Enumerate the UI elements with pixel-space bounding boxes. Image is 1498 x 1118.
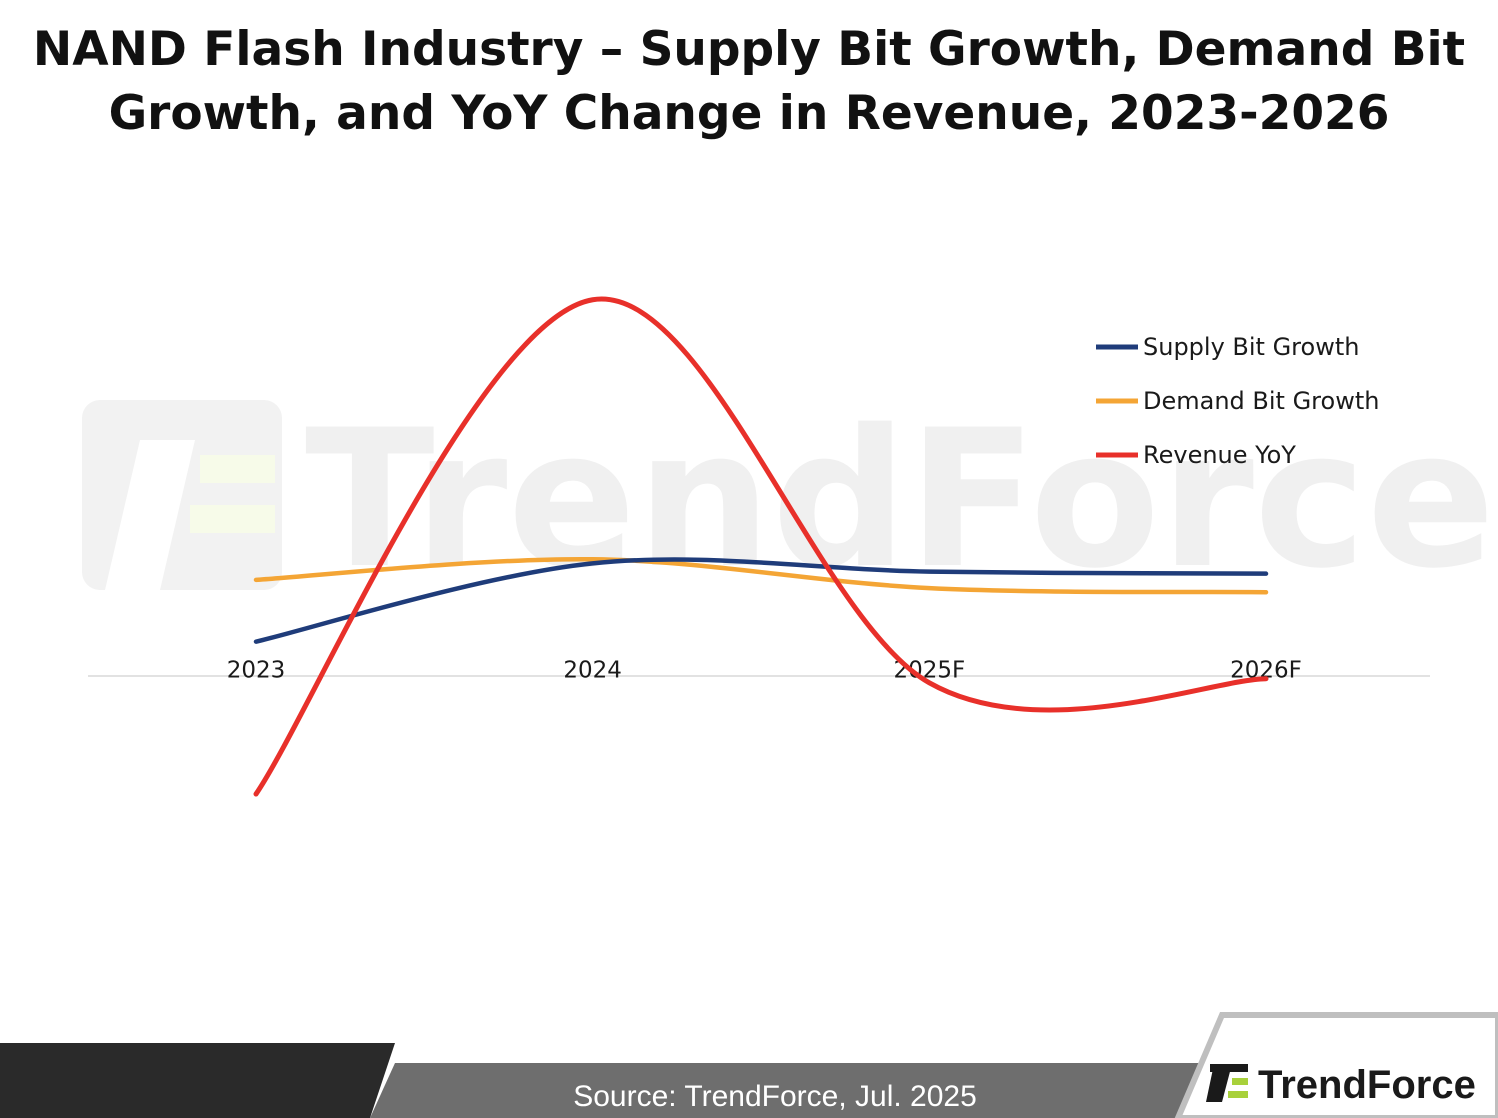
x-tick-label: 2023 <box>227 657 286 683</box>
series-lines <box>253 296 1269 797</box>
trendforce-logo-icon <box>1206 1064 1248 1102</box>
footer-dark-band <box>0 1043 395 1118</box>
footer-source-text: Source: TrendForce, Jul. 2025 <box>573 1080 977 1113</box>
legend-label: Demand Bit Growth <box>1143 387 1379 415</box>
x-tick-label: 2024 <box>563 657 622 683</box>
footer-brand-text: TrendForce <box>1258 1063 1476 1107</box>
series-line-revenue-yoy <box>253 296 1269 797</box>
footer-gray-band <box>370 1063 1200 1118</box>
chart-title-line-1: NAND Flash Industry – Supply Bit Growth,… <box>32 22 1466 77</box>
chart-title: NAND Flash Industry – Supply Bit Growth,… <box>0 18 1498 146</box>
chart-title-line-2: Growth, and YoY Change in Revenue, 2023-… <box>108 86 1390 141</box>
legend-label: Revenue YoY <box>1143 441 1296 469</box>
watermark-text: TrendForce <box>305 389 1495 610</box>
x-tick-label: 2025F <box>893 657 965 683</box>
footer: Source: TrendForce, Jul. 2025 TrendForce <box>0 1012 1498 1118</box>
watermark: TrendForce <box>82 389 1495 610</box>
series-line-demand-bit-growth <box>253 556 1269 595</box>
series-line-supply-bit-growth <box>253 557 1269 644</box>
trendforce-watermark-logo-icon <box>82 400 282 590</box>
footer-brand-panel <box>1174 1012 1498 1118</box>
x-axis-ticks: 2023 2024 2025F 2026F <box>227 657 1302 683</box>
legend: Supply Bit Growth Demand Bit Growth Revenu… <box>1096 333 1379 469</box>
legend-label: Supply Bit Growth <box>1143 333 1359 361</box>
